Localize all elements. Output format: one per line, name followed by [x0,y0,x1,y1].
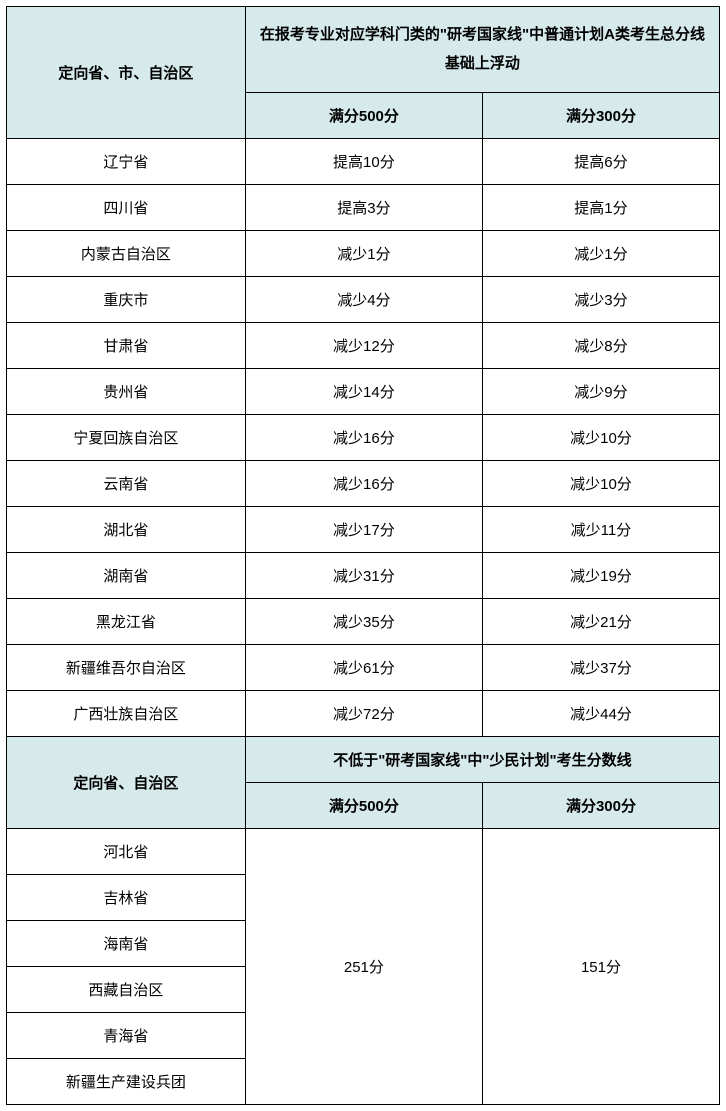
province-label: 新疆生产建设兵团 [7,1059,246,1105]
province-label: 内蒙古自治区 [7,231,246,277]
score-300: 减少3分 [482,277,719,323]
score-300: 减少37分 [482,645,719,691]
score-500: 减少12分 [245,323,482,369]
table-row: 广西壮族自治区减少72分减少44分 [7,691,720,737]
province-label: 云南省 [7,461,246,507]
province-label: 宁夏回族自治区 [7,415,246,461]
score-300: 提高1分 [482,185,719,231]
score-300: 减少10分 [482,415,719,461]
s1-rowheader: 定向省、市、自治区 [7,7,246,139]
table-row: 湖北省减少17分减少11分 [7,507,720,553]
table-row: 内蒙古自治区减少1分减少1分 [7,231,720,277]
province-label: 甘肃省 [7,323,246,369]
score-500: 减少61分 [245,645,482,691]
table-row: 新疆维吾尔自治区减少61分减少37分 [7,645,720,691]
score-300: 减少10分 [482,461,719,507]
s2-col500: 满分500分 [245,783,482,829]
score-500: 减少1分 [245,231,482,277]
province-label: 黑龙江省 [7,599,246,645]
table-row: 云南省减少16分减少10分 [7,461,720,507]
score-500: 减少4分 [245,277,482,323]
s2-col300: 满分300分 [482,783,719,829]
table-row: 宁夏回族自治区减少16分减少10分 [7,415,720,461]
score-300: 减少1分 [482,231,719,277]
score-500-merged: 251分 [245,829,482,1105]
score-500: 减少31分 [245,553,482,599]
score-300: 提高6分 [482,139,719,185]
table-row: 四川省提高3分提高1分 [7,185,720,231]
province-label: 吉林省 [7,875,246,921]
score-300: 减少21分 [482,599,719,645]
score-300: 减少19分 [482,553,719,599]
s1-col500: 满分500分 [245,93,482,139]
province-label: 四川省 [7,185,246,231]
table-row: 甘肃省减少12分减少8分 [7,323,720,369]
table-row: 湖南省减少31分减少19分 [7,553,720,599]
table-row: 河北省 251分 151分 [7,829,720,875]
score-500: 减少35分 [245,599,482,645]
province-label: 新疆维吾尔自治区 [7,645,246,691]
s2-groupheader: 不低于"研考国家线"中"少民计划"考生分数线 [245,737,719,783]
score-500: 提高10分 [245,139,482,185]
province-label: 广西壮族自治区 [7,691,246,737]
table-row: 辽宁省提高10分提高6分 [7,139,720,185]
province-label: 辽宁省 [7,139,246,185]
province-label: 河北省 [7,829,246,875]
table-row: 黑龙江省减少35分减少21分 [7,599,720,645]
province-label: 重庆市 [7,277,246,323]
province-label: 湖北省 [7,507,246,553]
province-label: 湖南省 [7,553,246,599]
score-500: 减少17分 [245,507,482,553]
score-300: 减少11分 [482,507,719,553]
s1-col300: 满分300分 [482,93,719,139]
score-500: 减少14分 [245,369,482,415]
table-row: 重庆市减少4分减少3分 [7,277,720,323]
score-500: 提高3分 [245,185,482,231]
score-300: 减少9分 [482,369,719,415]
table-row: 贵州省减少14分减少9分 [7,369,720,415]
score-500: 减少72分 [245,691,482,737]
province-label: 青海省 [7,1013,246,1059]
score-300-merged: 151分 [482,829,719,1105]
score-300: 减少44分 [482,691,719,737]
s2-rowheader: 定向省、自治区 [7,737,246,829]
score-500: 减少16分 [245,415,482,461]
score-300: 减少8分 [482,323,719,369]
s1-groupheader: 在报考专业对应学科门类的"研考国家线"中普通计划A类考生总分线基础上浮动 [245,7,719,93]
score-500: 减少16分 [245,461,482,507]
province-label: 贵州省 [7,369,246,415]
score-table: 定向省、市、自治区 在报考专业对应学科门类的"研考国家线"中普通计划A类考生总分… [6,6,720,1105]
province-label: 西藏自治区 [7,967,246,1013]
